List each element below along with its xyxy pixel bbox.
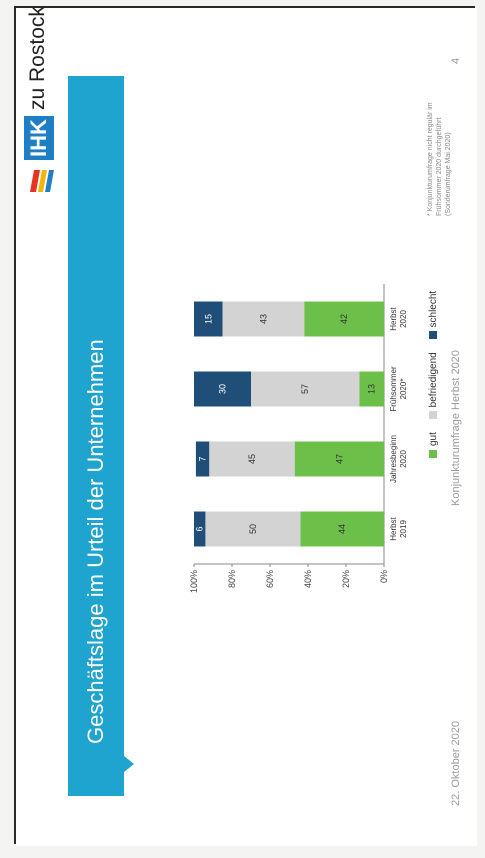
bar-segment-befriedigend <box>251 371 360 407</box>
y-tick-label: 80% <box>227 570 237 588</box>
bar-segment-schlecht <box>194 511 206 547</box>
logo-abbreviation: IHK <box>24 116 54 160</box>
legend-label-schlecht: schlecht <box>428 290 439 328</box>
data-label: 7 <box>198 456 208 461</box>
y-tick-label: 100% <box>189 570 199 593</box>
bar-segment-gut <box>294 441 384 477</box>
bar-segment-befriedigend <box>222 301 305 337</box>
x-tick-label: 2020 <box>399 310 408 328</box>
presentation-slide: IHK zu Rostock Geschäftslage im Urteil d… <box>16 6 477 846</box>
bar-segment-schlecht <box>195 441 210 477</box>
bar-segment-schlecht <box>194 371 251 407</box>
data-label: 43 <box>258 314 268 324</box>
ihk-logo: IHK zu Rostock <box>22 6 62 196</box>
data-label: 42 <box>339 314 349 324</box>
page-number: 4 <box>450 57 462 64</box>
x-tick-label: 2019 <box>399 520 408 538</box>
bar-segment-befriedigend <box>205 511 301 547</box>
bar-segment-schlecht <box>194 301 223 337</box>
legend-label-gut: gut <box>428 432 439 446</box>
bar-segment-gut <box>359 371 385 407</box>
bar-segment-befriedigend <box>209 441 295 477</box>
data-label: 45 <box>247 454 257 464</box>
footer-date: 22. Oktober 2020 <box>450 720 462 806</box>
data-label: 50 <box>248 524 258 534</box>
logo-text: zu Rostock <box>26 6 49 110</box>
y-tick-label: 0% <box>379 570 389 583</box>
bar-segment-gut <box>300 511 384 547</box>
data-label: 15 <box>203 314 213 324</box>
data-label: 30 <box>218 384 228 394</box>
data-label: 13 <box>367 384 377 394</box>
chart-legend: gut befriedigend schlecht <box>428 291 439 468</box>
data-label: 57 <box>300 384 310 394</box>
legend-swatch-schlecht <box>429 331 438 340</box>
x-tick-label: 2020 <box>399 450 408 468</box>
legend-label-befriedigend: befriedigend <box>428 352 439 408</box>
x-tick-label: Frühsommer <box>389 366 398 412</box>
legend-swatch-gut <box>429 450 438 458</box>
x-tick-label: Jahresbeginn <box>389 435 398 483</box>
data-label: 6 <box>195 526 205 531</box>
title-band-notch <box>124 756 134 772</box>
x-tick-label: Herbst <box>389 306 398 330</box>
scanned-page: IHK zu Rostock Geschäftslage im Urteil d… <box>14 6 477 846</box>
footer-title: Konjunkturumfrage Herbst 2020 <box>450 350 462 506</box>
bar-segment-gut <box>304 301 384 337</box>
x-tick-label: Herbst <box>389 516 398 540</box>
slide-title: Geschäftslage im Urteil der Unternehmen <box>83 339 108 744</box>
ihk-emblem-icon <box>26 168 54 194</box>
y-tick-label: 40% <box>303 570 313 588</box>
data-label: 44 <box>337 524 347 534</box>
footnote: * Konjunkturumfrage nicht regulär im Frü… <box>427 102 452 216</box>
data-label: 47 <box>334 454 344 464</box>
legend-swatch-befriedigend <box>429 411 438 420</box>
y-tick-label: 60% <box>265 570 275 588</box>
x-tick-label: 2020* <box>399 379 408 400</box>
y-tick-label: 20% <box>341 570 351 588</box>
